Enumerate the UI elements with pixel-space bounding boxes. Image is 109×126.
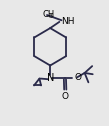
Text: NH: NH (61, 17, 74, 26)
Text: O: O (74, 73, 81, 82)
Text: N: N (47, 73, 54, 83)
Text: O: O (61, 92, 68, 101)
Text: 3: 3 (49, 14, 53, 19)
Text: CH: CH (43, 10, 55, 19)
